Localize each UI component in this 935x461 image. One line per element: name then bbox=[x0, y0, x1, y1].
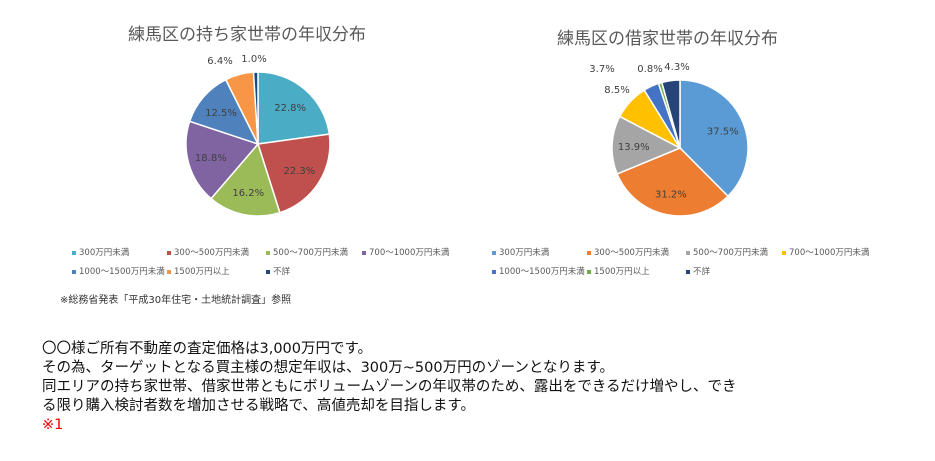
legend-label: 700～1000万円未満 bbox=[789, 248, 870, 258]
body-line: 同エリアの持ち家世帯、借家世帯ともにボリュームゾーンの年収帯のため、露出をできる… bbox=[42, 379, 737, 395]
pie-data-label: 0.8% bbox=[637, 64, 662, 75]
chart-title-owner: 練馬区の持ち家世帯の年収分布 bbox=[128, 25, 366, 45]
legend-swatch bbox=[362, 250, 366, 255]
legend-label: 1000～1500万円未満 bbox=[79, 267, 165, 277]
legend-label: 1500万円以上 bbox=[594, 267, 650, 277]
legend-item: 700～1000万円未満 bbox=[362, 246, 449, 258]
legend-swatch bbox=[492, 269, 496, 274]
legend-label: 500～700万円未満 bbox=[273, 248, 348, 258]
pie-slice bbox=[660, 79, 681, 149]
legend-item: 700～1000万円未満 bbox=[782, 246, 869, 258]
legend-label: 不詳 bbox=[693, 267, 711, 277]
pie-slice bbox=[252, 71, 259, 145]
legend-item: 500～700万円未満 bbox=[686, 246, 768, 258]
legend-item: 1000～1500万円未満 bbox=[492, 265, 585, 277]
pie-slice bbox=[257, 133, 331, 214]
footnote-marker: ※1 bbox=[42, 417, 64, 433]
legend-item: 500～700万円未満 bbox=[266, 246, 348, 258]
body-line: 〇〇様ご所有不動産の査定価格は3,000万円です。 bbox=[42, 341, 373, 357]
pie-data-label: 37.5% bbox=[707, 126, 739, 137]
legend-item: 300万円未満 bbox=[492, 246, 549, 258]
pie-slice bbox=[257, 71, 331, 145]
legend-swatch bbox=[686, 269, 690, 274]
legend-label: 1000～1500万円未満 bbox=[499, 267, 585, 277]
pie-slice bbox=[616, 147, 730, 217]
legend-swatch bbox=[686, 250, 690, 255]
legend-item: 不詳 bbox=[686, 265, 710, 277]
pie-data-label: 3.7% bbox=[589, 64, 614, 75]
source-note: ※総務省発表「平成30年住宅・土地統計調査」参照 bbox=[60, 295, 292, 306]
legend-swatch bbox=[587, 269, 591, 274]
legend-swatch bbox=[266, 269, 270, 274]
pie-data-label: 31.2% bbox=[655, 189, 687, 200]
pie-data-label: 6.4% bbox=[207, 56, 232, 67]
pie-charts: 22.8% 22.3% 16.2% 18.8% 12.5% 6.4% 1.0% 37.5% 31… bbox=[185, 54, 749, 217]
legend-swatch bbox=[492, 250, 496, 255]
pie-slice bbox=[210, 142, 281, 217]
pie-data-label: 13.9% bbox=[618, 142, 650, 153]
legend-label: 500～700万円未満 bbox=[693, 248, 768, 258]
description-text: 〇〇様ご所有不動産の査定価格は3,000万円です。 その為、ターゲットとなる買主… bbox=[42, 340, 922, 435]
legend-label: 300～500万円未満 bbox=[594, 248, 669, 258]
legend-swatch bbox=[72, 269, 76, 274]
body-line: る限り購入検討者数を増加させる戦略で、高値売却を目指します。 bbox=[42, 398, 475, 414]
pie-data-label: 4.3% bbox=[664, 62, 689, 73]
legend-label: 700～1000万円未満 bbox=[369, 248, 450, 258]
legend-swatch bbox=[167, 269, 171, 274]
legend-swatch bbox=[72, 250, 76, 255]
legend-item: 1000～1500万円未満 bbox=[72, 265, 165, 277]
pie-data-label: 22.8% bbox=[274, 103, 306, 114]
pie-data-label: 1.0% bbox=[241, 54, 266, 65]
legend-label: 300万円未満 bbox=[79, 248, 130, 258]
legend-item: 300～500万円未満 bbox=[587, 246, 669, 258]
legend-item: 300～500万円未満 bbox=[167, 246, 249, 258]
pie-data-label: 16.2% bbox=[232, 188, 264, 199]
legend-swatch bbox=[587, 250, 591, 255]
legend-label: 300～500万円未満 bbox=[174, 248, 249, 258]
legend-swatch bbox=[782, 250, 786, 255]
pie-slice bbox=[679, 79, 749, 198]
chart-title-renter: 練馬区の借家世帯の年収分布 bbox=[557, 29, 778, 49]
pie-slice bbox=[611, 115, 682, 175]
legend-swatch bbox=[167, 250, 171, 255]
pie-data-label: 12.5% bbox=[205, 108, 237, 119]
legend-label: 1500万円以上 bbox=[174, 267, 230, 277]
legend-item: 1500万円以上 bbox=[587, 265, 650, 277]
pie-slice bbox=[185, 120, 260, 200]
legend-item: 不詳 bbox=[266, 265, 290, 277]
body-line: その為、ターゲットとなる買主様の想定年収は、300万~500万円のゾーンとなりま… bbox=[42, 360, 614, 376]
pie-data-label: 22.3% bbox=[284, 166, 316, 177]
legend-item: 1500万円以上 bbox=[167, 265, 230, 277]
legend-label: 不詳 bbox=[273, 267, 291, 277]
pie-data-label: 18.8% bbox=[195, 153, 227, 164]
pie-data-label: 8.5% bbox=[604, 85, 629, 96]
legend-swatch bbox=[266, 250, 270, 255]
legend-item: 300万円未満 bbox=[72, 246, 129, 258]
legend-label: 300万円未満 bbox=[499, 248, 550, 258]
